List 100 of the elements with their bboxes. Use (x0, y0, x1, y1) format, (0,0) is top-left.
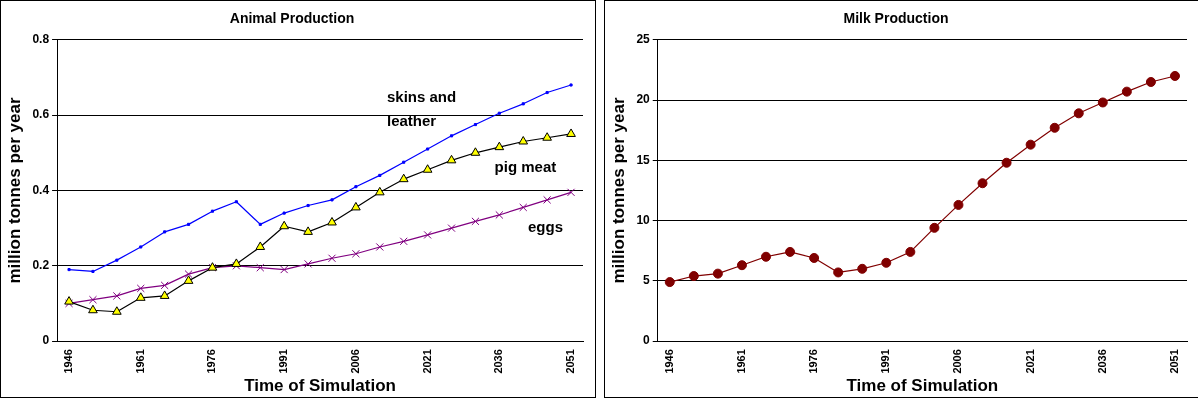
series-label: skins and leather (386, 88, 457, 130)
point (495, 210, 504, 219)
point (1169, 70, 1180, 81)
point (282, 211, 286, 215)
x-tick-label: 1961 (734, 349, 747, 374)
point (446, 154, 457, 164)
point (543, 195, 552, 204)
point (303, 226, 313, 235)
point (521, 102, 525, 106)
point (375, 242, 384, 251)
point (664, 277, 675, 288)
y-axis-title: million tonnes per year (4, 97, 24, 284)
y-tick-label: 10 (636, 212, 651, 227)
point (494, 141, 505, 151)
point (378, 173, 382, 177)
point (374, 186, 385, 196)
x-tick-label: 2021 (420, 349, 433, 374)
x-tick-label: 1946 (62, 349, 75, 374)
point (88, 304, 98, 314)
y-tick-label: 20 (636, 92, 651, 107)
point (255, 241, 266, 250)
point (449, 134, 454, 138)
point (112, 291, 121, 300)
point (160, 281, 169, 290)
point (330, 198, 334, 202)
y-tick-label: 0.4 (32, 182, 50, 197)
y-tick-label: 0.6 (32, 107, 50, 122)
point (736, 260, 747, 271)
point (88, 295, 97, 304)
point (280, 265, 289, 274)
point (187, 222, 191, 226)
y-tick-label: 5 (643, 273, 651, 288)
x-tick-label: 1946 (662, 349, 675, 374)
point (234, 200, 238, 204)
point (569, 83, 573, 87)
x-tick-label: 1991 (879, 349, 892, 374)
point (761, 251, 771, 262)
point (210, 209, 215, 213)
point (688, 271, 699, 282)
x-axis-title: Time of Simulation (244, 376, 396, 396)
point (833, 267, 844, 278)
point (1049, 122, 1060, 133)
series-label: pig meat (494, 158, 557, 176)
point (1145, 76, 1156, 87)
point (1025, 139, 1036, 150)
point (402, 160, 406, 164)
point (351, 249, 360, 258)
x-tick-label: 2051 (1168, 349, 1180, 374)
point (351, 201, 361, 211)
point (1097, 97, 1108, 108)
point (518, 136, 529, 145)
point (809, 252, 820, 263)
y-tick-label: 0.8 (32, 32, 50, 47)
point (183, 275, 194, 284)
x-tick-label: 1976 (807, 349, 820, 374)
point (306, 203, 310, 208)
point (977, 178, 988, 189)
point (473, 122, 477, 127)
point (304, 259, 313, 268)
point (112, 306, 122, 315)
x-tick-label: 2006 (348, 349, 361, 374)
point (929, 222, 940, 233)
point (712, 268, 723, 279)
point (115, 258, 119, 262)
point (447, 224, 456, 233)
point (857, 263, 868, 274)
point (327, 254, 337, 263)
point (905, 246, 916, 257)
point (566, 128, 576, 137)
point (354, 185, 358, 189)
point (163, 230, 167, 234)
chart-title: Milk Production (843, 10, 949, 27)
point (426, 147, 430, 151)
point (327, 216, 337, 226)
point (785, 246, 796, 257)
point (256, 263, 265, 272)
x-tick-label: 2051 (564, 349, 577, 374)
point (279, 220, 290, 230)
point (953, 199, 964, 210)
point (567, 188, 576, 197)
point (545, 90, 549, 95)
series-label: eggs (528, 218, 564, 236)
x-tick-label: 2006 (951, 349, 964, 374)
point (881, 257, 892, 268)
point (184, 270, 193, 279)
x-tick-label: 1991 (277, 349, 290, 374)
point (422, 164, 433, 173)
y-axis-title: million tonnes per year (608, 97, 628, 284)
point (497, 111, 501, 115)
y-tick-label: 0 (42, 333, 50, 348)
point (67, 268, 71, 272)
point (136, 284, 145, 293)
x-tick-label: 2036 (1095, 349, 1108, 374)
point (91, 269, 95, 274)
x-tick-label: 1976 (205, 349, 218, 374)
point (471, 217, 480, 226)
point (542, 132, 552, 141)
point (258, 222, 262, 226)
point (519, 203, 528, 212)
point (398, 173, 409, 183)
